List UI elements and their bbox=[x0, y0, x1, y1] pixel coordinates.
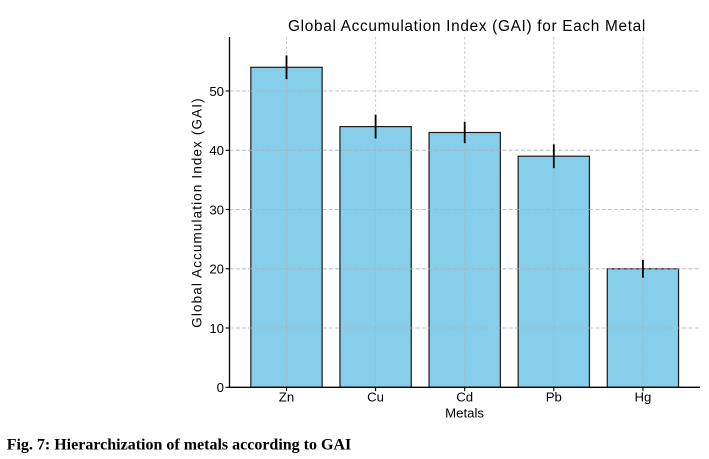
svg-text:Pb: Pb bbox=[546, 389, 562, 404]
svg-text:30: 30 bbox=[209, 202, 224, 217]
svg-text:50: 50 bbox=[209, 84, 224, 99]
svg-text:Hg: Hg bbox=[634, 389, 651, 404]
svg-text:Cu: Cu bbox=[367, 389, 384, 404]
svg-text:Zn: Zn bbox=[279, 389, 294, 404]
svg-text:Cd: Cd bbox=[456, 389, 473, 404]
svg-text:0: 0 bbox=[217, 380, 224, 395]
svg-text:20: 20 bbox=[209, 262, 224, 277]
svg-text:10: 10 bbox=[209, 321, 224, 336]
svg-text:40: 40 bbox=[209, 143, 224, 158]
svg-text:Global Accumulation Index (GAI: Global Accumulation Index (GAI) for Each… bbox=[288, 18, 646, 35]
svg-text:Metals: Metals bbox=[445, 406, 484, 421]
svg-text:Global Accumulation Index (GAI: Global Accumulation Index (GAI) bbox=[189, 97, 204, 328]
svg-text:Fig. 7: Hierarchization of met: Fig. 7: Hierarchization of metals accord… bbox=[7, 437, 352, 454]
